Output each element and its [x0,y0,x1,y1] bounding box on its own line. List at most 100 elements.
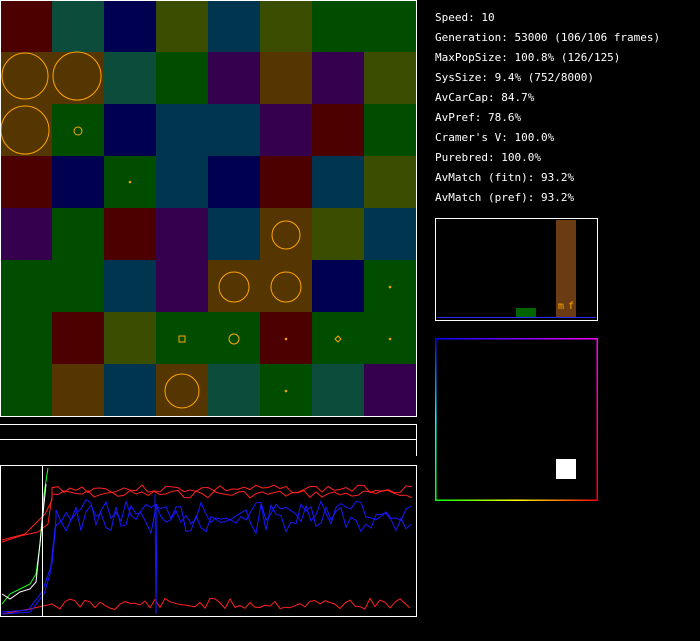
grid-cell[interactable] [156,156,208,208]
grid-cell[interactable] [208,364,260,417]
grid-cell[interactable] [208,260,260,312]
plot-line-match-green [1,467,49,605]
organism[interactable] [284,337,288,341]
grid-cell[interactable] [0,0,52,52]
grid-cell[interactable] [260,52,312,104]
organism[interactable] [334,335,342,343]
organism[interactable] [218,271,250,303]
color-border-top [435,338,598,340]
color-space-plot [435,338,598,501]
grid-cell[interactable] [208,208,260,260]
grid-cell[interactable] [156,260,208,312]
purebred-stat: Purebred: 100.0% [435,151,541,164]
population-marker [556,459,576,479]
plot-line-pref-blue [1,498,412,615]
grid-cell[interactable] [156,364,208,417]
world-grid[interactable] [0,0,417,417]
generation-stat: Generation: 53000 (106/106 frames) [435,31,661,44]
organism[interactable] [271,220,301,250]
grid-cell[interactable] [364,104,417,156]
organism[interactable] [178,335,186,343]
grid-cell[interactable] [0,52,52,104]
grid-cell[interactable] [104,260,156,312]
organism[interactable] [228,333,240,345]
grid-cell[interactable] [52,260,104,312]
grid-cell[interactable] [104,0,156,52]
plot-line-pref-blue-2 [1,503,412,613]
grid-cell[interactable] [312,312,364,364]
grid-cell[interactable] [156,208,208,260]
grid-cell[interactable] [364,52,417,104]
grid-cell[interactable] [104,364,156,417]
grid-cell[interactable] [52,208,104,260]
sys-size-stat: SysSize: 9.4% (752/8000) [435,71,594,84]
organism[interactable] [164,373,200,409]
grid-cell[interactable] [312,104,364,156]
grid-cell[interactable] [156,0,208,52]
grid-cell[interactable] [260,156,312,208]
color-border-right [596,338,598,501]
grid-cell[interactable] [364,364,417,417]
grid-cell[interactable] [0,208,52,260]
grid-cell[interactable] [364,208,417,260]
grid-cell[interactable] [260,104,312,156]
plot-line-variance-red [1,597,411,615]
grid-cell[interactable] [104,52,156,104]
grid-cell[interactable] [208,312,260,364]
organism[interactable] [388,285,392,289]
av-pref-stat: AvPref: 78.6% [435,111,522,124]
histogram-bar-female [516,308,536,318]
grid-cell[interactable] [0,364,52,417]
separator-panel [0,424,417,456]
histogram-label-m: m [558,301,564,312]
grid-cell[interactable] [312,52,364,104]
histogram-bar-male [556,220,576,318]
grid-cell[interactable] [0,156,52,208]
grid-cell[interactable] [0,104,52,156]
grid-cell[interactable] [0,312,52,364]
grid-cell[interactable] [312,0,364,52]
grid-cell[interactable] [52,104,104,156]
organism[interactable] [270,271,302,303]
grid-cell[interactable] [208,52,260,104]
grid-cell[interactable] [104,208,156,260]
grid-cell[interactable] [0,260,52,312]
grid-cell[interactable] [260,208,312,260]
grid-cell[interactable] [52,312,104,364]
grid-cell[interactable] [260,260,312,312]
grid-cell[interactable] [104,156,156,208]
grid-cell[interactable] [104,104,156,156]
grid-cell[interactable] [260,0,312,52]
organism[interactable] [284,389,288,393]
grid-cell[interactable] [208,104,260,156]
grid-cell[interactable] [52,364,104,417]
trait-histogram: m f [435,218,598,321]
organism[interactable] [73,126,83,136]
grid-cell[interactable] [312,364,364,417]
av-car-cap-stat: AvCarCap: 84.7% [435,91,535,104]
grid-cell[interactable] [312,260,364,312]
grid-cell[interactable] [312,208,364,260]
color-border-left [435,338,437,501]
grid-cell[interactable] [156,104,208,156]
grid-cell[interactable] [52,156,104,208]
grid-cell[interactable] [156,52,208,104]
grid-border [0,0,417,417]
plot-line-dip [154,493,158,615]
organism[interactable] [52,51,102,101]
max-pop-size-stat: MaxPopSize: 100.8% (126/125) [435,51,621,64]
grid-cell[interactable] [208,156,260,208]
history-plot [0,465,417,617]
speed-stat: Speed: 10 [435,11,495,24]
grid-cell[interactable] [104,312,156,364]
grid-cell[interactable] [312,156,364,208]
grid-cell[interactable] [208,0,260,52]
grid-cell[interactable] [364,156,417,208]
color-border-bottom [435,499,598,501]
grid-cell[interactable] [364,0,417,52]
organism[interactable] [128,180,132,184]
organism[interactable] [388,337,392,341]
organism[interactable] [1,52,49,100]
grid-cell[interactable] [52,0,104,52]
grid-cell[interactable] [156,312,208,364]
